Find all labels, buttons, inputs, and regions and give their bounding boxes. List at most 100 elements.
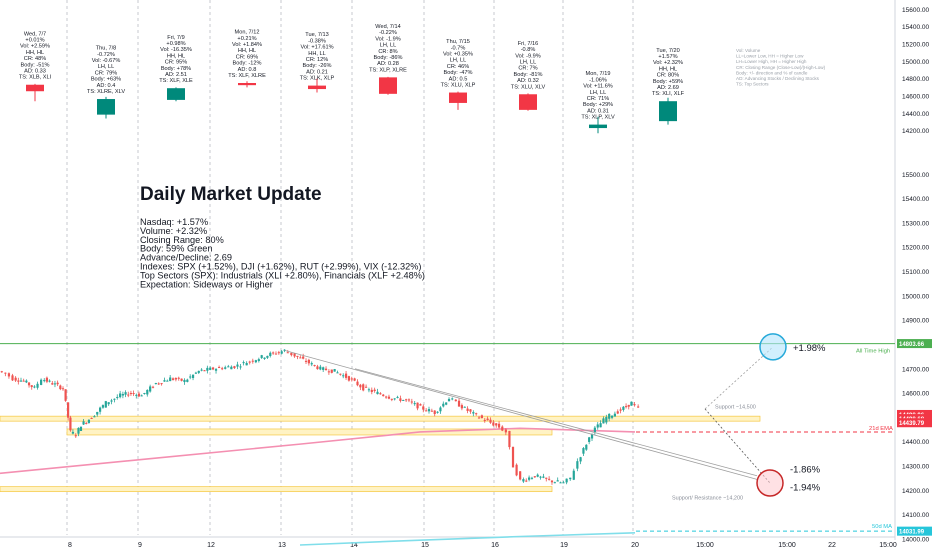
all-time-high-label: All Time High bbox=[856, 349, 890, 355]
intraday-candle bbox=[293, 353, 296, 357]
y-tick-label: 15500.00 bbox=[902, 172, 929, 179]
intraday-candle bbox=[542, 476, 545, 478]
summary-text-line: LH, LL bbox=[380, 43, 396, 49]
intraday-candle bbox=[101, 405, 105, 408]
summary-text-line: Body: +29% bbox=[583, 102, 613, 108]
intraday-candle bbox=[466, 408, 469, 411]
intraday-candle bbox=[129, 393, 133, 395]
intraday-candle bbox=[336, 372, 339, 374]
support-zone-label: Support ~14,500 bbox=[715, 404, 756, 410]
y-tick-label: 15300.00 bbox=[902, 220, 929, 227]
summary-text-line: +0.01% bbox=[25, 38, 44, 44]
trend-line bbox=[284, 350, 758, 480]
y-tick-label: 15000.00 bbox=[902, 293, 929, 300]
intraday-candle bbox=[272, 352, 275, 354]
intraday-candle bbox=[472, 412, 475, 414]
intraday-candle bbox=[197, 370, 200, 373]
y-tick-label: 15400.00 bbox=[902, 24, 929, 31]
summary-text-line: Body: +63% bbox=[91, 77, 121, 83]
intraday-candle bbox=[48, 380, 51, 382]
intraday-candle bbox=[576, 461, 579, 469]
intraday-candle bbox=[302, 356, 305, 359]
intraday-candle bbox=[183, 379, 186, 383]
intraday-candle bbox=[149, 386, 152, 392]
intraday-candle bbox=[379, 393, 382, 395]
summary-text-line: Vol: -16.35% bbox=[160, 47, 192, 53]
intraday-candle bbox=[425, 410, 428, 412]
intraday-candle bbox=[539, 476, 542, 478]
price-tag bbox=[897, 418, 932, 428]
summary-text-line: Tue, 7/13 bbox=[305, 32, 328, 38]
intraday-candle bbox=[579, 457, 582, 462]
intraday-candle bbox=[304, 360, 308, 362]
x-tick-label: 9 bbox=[138, 542, 142, 549]
summary-text-line: Vol: -0.67% bbox=[92, 58, 121, 64]
summary-text-line: Body: +78% bbox=[161, 66, 191, 72]
intraday-candle bbox=[528, 477, 531, 480]
intraday-candle bbox=[290, 352, 293, 356]
intraday-candle bbox=[227, 366, 230, 368]
intraday-candle bbox=[177, 377, 180, 379]
support-zone-secondary bbox=[66, 428, 553, 436]
intraday-candle bbox=[151, 386, 155, 388]
y-tick-label: 14100.00 bbox=[902, 512, 929, 519]
x-tick-label: 16 bbox=[491, 542, 499, 549]
summary-text-line: Thu, 7/8 bbox=[96, 46, 117, 52]
intraday-candle bbox=[501, 426, 504, 431]
x-tick-label: 13 bbox=[278, 542, 286, 549]
intraday-candle bbox=[515, 464, 518, 476]
summary-text-line: Fri, 7/9 bbox=[167, 35, 184, 41]
intraday-candle bbox=[353, 378, 356, 381]
intraday-candle bbox=[137, 393, 141, 397]
intraday-candle bbox=[370, 389, 373, 393]
summary-text-line: -0.38% bbox=[308, 38, 326, 44]
intraday-candle bbox=[69, 417, 72, 431]
intraday-candle bbox=[43, 380, 46, 382]
intraday-candle bbox=[189, 376, 192, 378]
intraday-candle bbox=[124, 392, 127, 395]
intraday-candle bbox=[280, 351, 283, 354]
summary-text-line: TS: XLB, XLI bbox=[19, 75, 52, 81]
intraday-candle bbox=[77, 427, 80, 434]
x-tick-label: 22 bbox=[828, 542, 836, 549]
price-tag bbox=[897, 339, 932, 349]
intraday-candle bbox=[582, 448, 585, 454]
intraday-candle bbox=[263, 357, 266, 359]
intraday-candle bbox=[0, 371, 3, 373]
summary-text-line: Wed, 7/14 bbox=[375, 24, 400, 30]
intraday-candle bbox=[402, 399, 405, 401]
intraday-candle bbox=[602, 418, 605, 424]
intraday-candle bbox=[390, 398, 393, 400]
support-zone bbox=[0, 486, 553, 493]
summary-text-line: -0.22% bbox=[379, 30, 397, 36]
summary-text-line: Tue, 7/20 bbox=[656, 48, 679, 54]
summary-text-line: +0.98% bbox=[166, 41, 185, 47]
intraday-candle bbox=[171, 378, 175, 380]
intraday-candle bbox=[233, 366, 236, 369]
summary-candle-body bbox=[308, 85, 326, 90]
intraday-candle bbox=[497, 423, 501, 428]
support-zone-label: Support/ Resistance ~14,200 bbox=[672, 496, 743, 502]
intraday-candle bbox=[342, 375, 345, 377]
intraday-candle bbox=[430, 410, 433, 412]
y-tick-label: 14800.00 bbox=[902, 76, 929, 83]
target-up-circle bbox=[759, 333, 787, 361]
intraday-candle bbox=[132, 393, 135, 395]
legend-note: CR: Closing Range (Close-Low)/(High-Low) bbox=[736, 65, 826, 70]
intraday-candle bbox=[445, 402, 448, 405]
intraday-candle bbox=[214, 369, 218, 371]
price-tag bbox=[897, 526, 932, 536]
intraday-candle bbox=[107, 402, 110, 405]
intraday-candle bbox=[469, 409, 472, 412]
projection-down-line bbox=[704, 408, 771, 484]
intraday-candle bbox=[90, 417, 93, 419]
intraday-candle bbox=[283, 349, 286, 351]
summary-text-line: AD: 0.32 bbox=[517, 78, 539, 84]
summary-line: Indexes: SPX (+1.52%), DJI (+1.62%), RUT… bbox=[140, 262, 421, 272]
intraday-candle bbox=[22, 380, 25, 382]
summary-text-line: TS: XLF, XLE bbox=[159, 78, 193, 84]
intraday-candle bbox=[53, 383, 57, 385]
price-tag-label: 14803.66 bbox=[899, 342, 925, 348]
y-tick-label: 14900.00 bbox=[902, 318, 929, 325]
summary-text-line: TS: XLU, XLV bbox=[511, 84, 546, 90]
